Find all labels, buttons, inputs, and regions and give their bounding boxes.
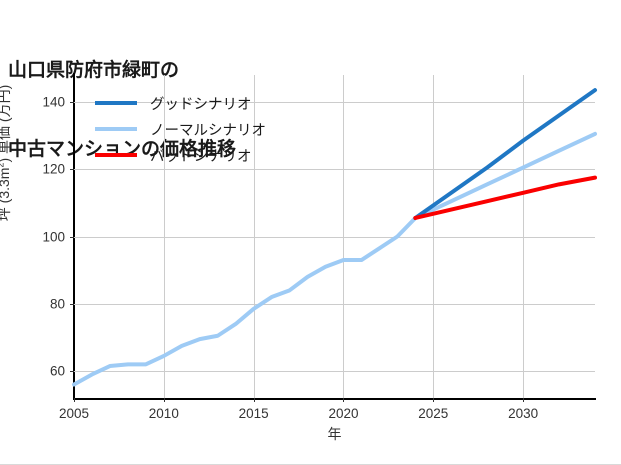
gridline-horizontal xyxy=(74,101,595,103)
y-axis-title-main: 坪 (3.3m xyxy=(0,167,12,222)
x-axis-title: 年 xyxy=(327,426,342,442)
y-tick-label: 100 xyxy=(42,229,65,244)
y-axis-title-tail: ) 単価 (万円) xyxy=(0,84,12,163)
x-tick-mark xyxy=(433,398,435,402)
line-normal-scenario xyxy=(72,131,597,387)
gridline-horizontal xyxy=(74,236,595,238)
plot-area: 60 80 100 120 140 2005 2010 2015 2020 2025 2030 xyxy=(42,75,597,421)
x-tick-label: 2010 xyxy=(148,406,179,421)
x-tick-label: 2025 xyxy=(418,406,449,421)
x-tick-label: 2030 xyxy=(508,406,539,421)
legend-label-good: グッドシナリオ xyxy=(150,96,252,113)
line-bad-scenario xyxy=(413,175,597,220)
x-tick-mark xyxy=(523,398,525,402)
x-tick-label: 2015 xyxy=(238,406,269,421)
x-tick-mark xyxy=(74,398,75,402)
gridline-vertical xyxy=(433,75,435,398)
legend-swatch-bad xyxy=(95,153,137,157)
x-tick-mark xyxy=(343,398,345,402)
line-good-scenario xyxy=(413,88,597,220)
gridline-vertical xyxy=(163,75,165,398)
gridline-vertical xyxy=(253,75,255,398)
x-tick-label: 2005 xyxy=(58,406,90,421)
legend-item-normal[interactable]: ノーマルシナリオ xyxy=(95,116,266,142)
y-tick-mark xyxy=(70,101,74,103)
gridline-vertical xyxy=(343,75,345,398)
legend-swatch-normal xyxy=(95,127,137,131)
y-tick-label: 120 xyxy=(42,161,65,177)
legend-label-bad: バッドシナリオ xyxy=(150,148,252,165)
y-tick-label: 60 xyxy=(49,363,65,379)
gridline-horizontal xyxy=(74,303,595,305)
legend-label-normal: ノーマルシナリオ xyxy=(150,122,266,139)
y-tick-mark xyxy=(70,169,74,171)
gridline-vertical xyxy=(523,75,525,398)
chart-legend: グッドシナリオ ノーマルシナリオ バッドシナリオ xyxy=(95,90,266,168)
x-tick-mark xyxy=(253,398,255,402)
x-axis-spine xyxy=(73,398,596,400)
legend-swatch-good xyxy=(95,101,137,105)
legend-item-good[interactable]: グッドシナリオ xyxy=(95,90,266,116)
chart-title-line-1: 山口県防府市緑町の xyxy=(8,60,180,82)
chart-title-line-2: 中古マンションの価格推移 xyxy=(8,139,237,161)
legend-item-bad[interactable]: バッドシナリオ xyxy=(95,142,266,168)
y-axis-title-superscript: 2 xyxy=(0,163,5,168)
y-tick-label: 80 xyxy=(49,296,65,312)
y-tick-mark xyxy=(70,236,74,238)
x-tick-label: 2020 xyxy=(328,406,359,421)
gridline-horizontal xyxy=(74,169,595,171)
y-tick-mark xyxy=(70,371,74,373)
y-tick-mark xyxy=(70,303,74,305)
y-axis-title: 坪 (3.3m2) 単価 (万円) xyxy=(0,0,14,323)
y-tick-label: 140 xyxy=(42,94,65,110)
x-tick-mark xyxy=(163,398,165,402)
chart-title: 山口県防府市緑町の 中古マンションの価格推移 xyxy=(8,6,236,216)
series-lines xyxy=(72,88,597,387)
gridline-horizontal xyxy=(74,371,595,373)
